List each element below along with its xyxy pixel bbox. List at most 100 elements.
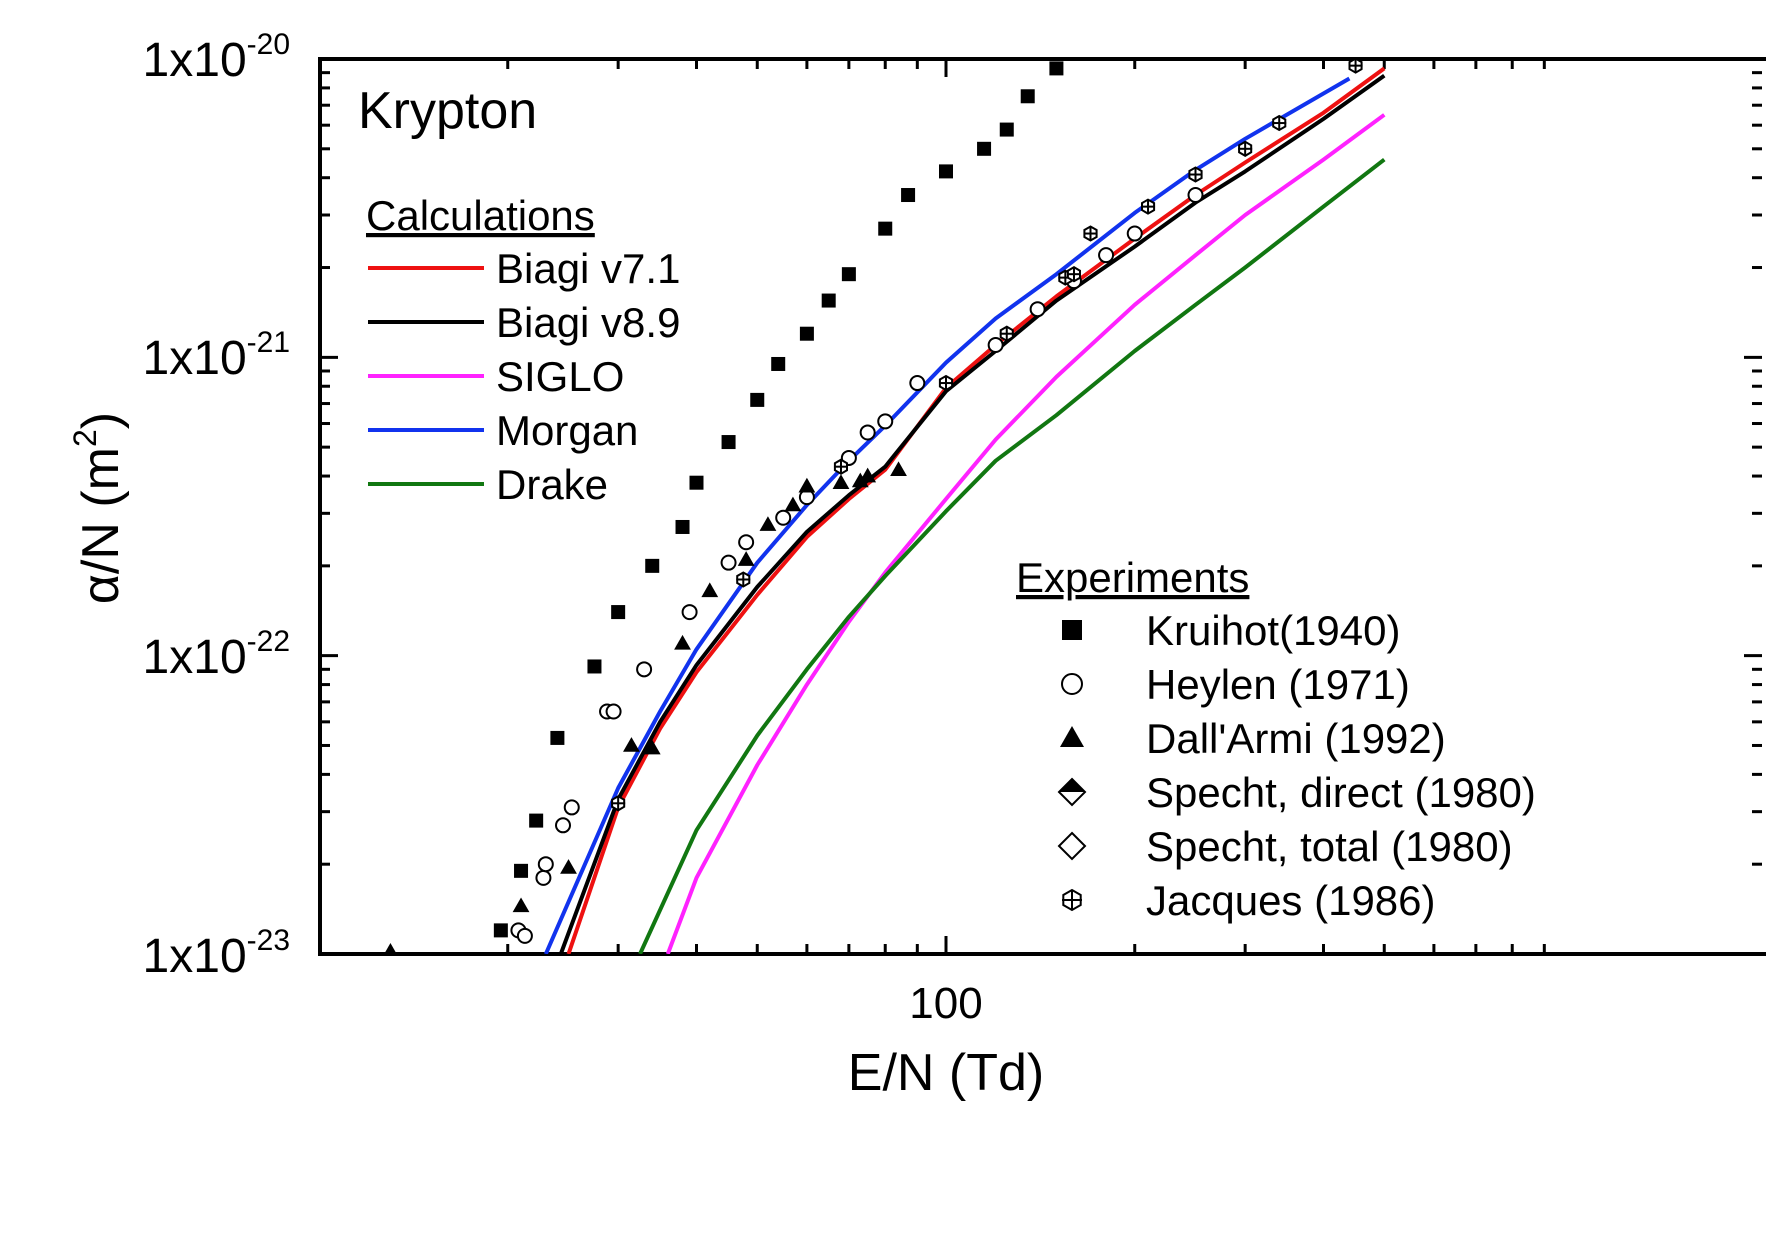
data-point bbox=[859, 424, 876, 441]
legend-label: Biagi v7.1 bbox=[496, 245, 680, 292]
legend-label: Specht, total (1980) bbox=[1146, 823, 1513, 870]
data-point bbox=[674, 634, 691, 650]
data-point bbox=[681, 604, 698, 621]
legend-label: Kruihot(1940) bbox=[1146, 607, 1400, 654]
data-point bbox=[851, 472, 869, 488]
series-lines bbox=[543, 66, 1386, 954]
chart-title: Krypton bbox=[358, 82, 537, 140]
data-point bbox=[750, 392, 765, 407]
data-point bbox=[555, 817, 572, 834]
legend-experiments: Experiments Kruihot(1940) Heylen (1971) Da… bbox=[1016, 554, 1536, 924]
data-point bbox=[493, 923, 508, 938]
data-point bbox=[529, 813, 544, 828]
data-point bbox=[771, 356, 786, 371]
legend-label: Morgan bbox=[496, 407, 638, 454]
data-point bbox=[516, 927, 533, 944]
data-point bbox=[890, 461, 907, 477]
data-point bbox=[1126, 225, 1143, 242]
data-point bbox=[1020, 89, 1035, 104]
y-axis-title: α/N (m2) bbox=[67, 412, 130, 604]
data-point bbox=[587, 659, 602, 674]
data-point bbox=[738, 534, 755, 551]
data-point bbox=[550, 730, 565, 745]
data-point bbox=[1062, 888, 1082, 912]
data-point bbox=[1098, 247, 1115, 264]
series-points bbox=[384, 0, 1363, 954]
legend-heading: Calculations bbox=[366, 192, 595, 239]
data-point bbox=[721, 435, 736, 450]
data-point bbox=[645, 558, 660, 573]
data-point bbox=[1187, 187, 1204, 204]
data-point bbox=[535, 869, 552, 886]
data-point bbox=[909, 375, 926, 392]
data-point bbox=[877, 413, 894, 430]
x-axis-title: E/N (Td) bbox=[848, 1044, 1044, 1102]
data-point bbox=[1238, 140, 1253, 157]
y-tick-label: 1x10-22 bbox=[143, 625, 290, 684]
data-point bbox=[759, 516, 777, 531]
legend-label: Specht, direct (1980) bbox=[1146, 769, 1536, 816]
data-point bbox=[636, 661, 653, 678]
data-point bbox=[939, 164, 953, 179]
data-point bbox=[736, 571, 751, 588]
data-point bbox=[841, 267, 856, 282]
series-line bbox=[558, 73, 1386, 954]
axis-ticks bbox=[320, 59, 1762, 956]
data-point bbox=[1062, 620, 1082, 640]
data-point bbox=[512, 897, 530, 913]
data-point bbox=[1057, 777, 1087, 807]
y-tick-label: 1x10-20 bbox=[143, 28, 290, 87]
data-point bbox=[1166, 0, 1180, 5]
data-point bbox=[999, 325, 1014, 342]
data-point bbox=[1188, 166, 1203, 183]
data-point bbox=[623, 737, 640, 752]
data-point bbox=[537, 856, 554, 873]
data-point bbox=[1083, 225, 1098, 242]
data-point bbox=[1029, 301, 1046, 318]
data-point bbox=[1060, 726, 1084, 747]
data-point bbox=[737, 551, 755, 566]
data-point bbox=[675, 519, 690, 534]
data-point bbox=[833, 458, 848, 475]
data-point bbox=[384, 943, 397, 954]
data-point bbox=[611, 605, 626, 620]
data-point bbox=[832, 474, 850, 489]
data-point bbox=[1348, 57, 1363, 74]
data-point bbox=[878, 221, 893, 236]
x-tick-label: 100 bbox=[909, 979, 982, 1028]
legend-label: Heylen (1971) bbox=[1146, 661, 1410, 708]
legend-label: Biagi v8.9 bbox=[496, 299, 680, 346]
legend-label: Dall'Armi (1992) bbox=[1146, 715, 1446, 762]
data-point bbox=[859, 467, 877, 483]
data-point bbox=[1049, 61, 1064, 76]
data-point bbox=[1141, 198, 1156, 215]
data-point bbox=[1128, 8, 1142, 22]
y-tick-label: 1x10-23 bbox=[143, 924, 290, 983]
data-point bbox=[514, 863, 529, 878]
data-point bbox=[1272, 114, 1287, 132]
data-point bbox=[701, 582, 719, 598]
data-point bbox=[901, 188, 916, 203]
data-point bbox=[563, 799, 580, 816]
legend-heading: Experiments bbox=[1016, 554, 1249, 601]
legend-label: Jacques (1986) bbox=[1146, 877, 1436, 924]
data-point bbox=[560, 859, 577, 874]
data-point bbox=[1061, 673, 1083, 695]
data-point bbox=[1075, 57, 1090, 60]
data-point bbox=[821, 293, 836, 308]
data-point bbox=[611, 795, 626, 812]
data-point bbox=[784, 496, 802, 512]
series-line bbox=[665, 113, 1386, 954]
data-point bbox=[643, 739, 661, 755]
data-point bbox=[987, 336, 1004, 353]
legend-calculations: Calculations Biagi v7.1 Biagi v8.9 SIGLO Mo… bbox=[366, 192, 680, 508]
series-line bbox=[638, 158, 1386, 954]
data-point bbox=[689, 475, 704, 490]
legend-label: Drake bbox=[496, 461, 608, 508]
plot-frame bbox=[318, 57, 1766, 956]
data-point bbox=[605, 703, 622, 720]
data-point bbox=[938, 374, 954, 392]
data-point bbox=[1066, 266, 1081, 283]
data-point bbox=[999, 122, 1014, 137]
data-point bbox=[977, 141, 992, 156]
